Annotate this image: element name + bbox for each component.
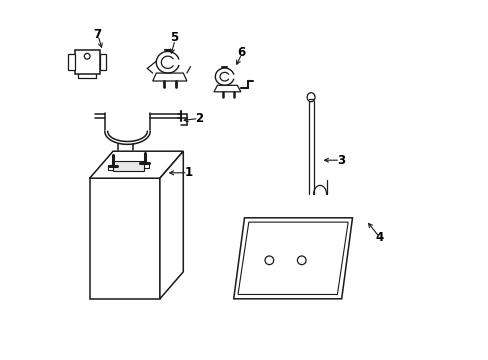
Circle shape	[84, 53, 90, 59]
Polygon shape	[113, 161, 143, 171]
Text: 3: 3	[337, 154, 345, 167]
Polygon shape	[68, 54, 75, 70]
Text: 5: 5	[170, 31, 178, 44]
Polygon shape	[89, 151, 183, 178]
Text: 7: 7	[93, 28, 101, 41]
Bar	[108, 165, 117, 170]
Text: 1: 1	[184, 166, 192, 179]
Bar	[140, 163, 149, 168]
Polygon shape	[233, 218, 352, 299]
Polygon shape	[89, 178, 160, 299]
Circle shape	[297, 256, 305, 265]
Polygon shape	[213, 85, 241, 92]
Circle shape	[264, 256, 273, 265]
Polygon shape	[238, 222, 347, 294]
Polygon shape	[152, 73, 186, 81]
Ellipse shape	[306, 93, 314, 102]
Polygon shape	[100, 54, 106, 70]
Text: 4: 4	[375, 231, 383, 244]
Polygon shape	[160, 151, 183, 299]
Text: 2: 2	[195, 112, 203, 125]
Text: 6: 6	[236, 46, 244, 59]
Polygon shape	[75, 50, 100, 74]
